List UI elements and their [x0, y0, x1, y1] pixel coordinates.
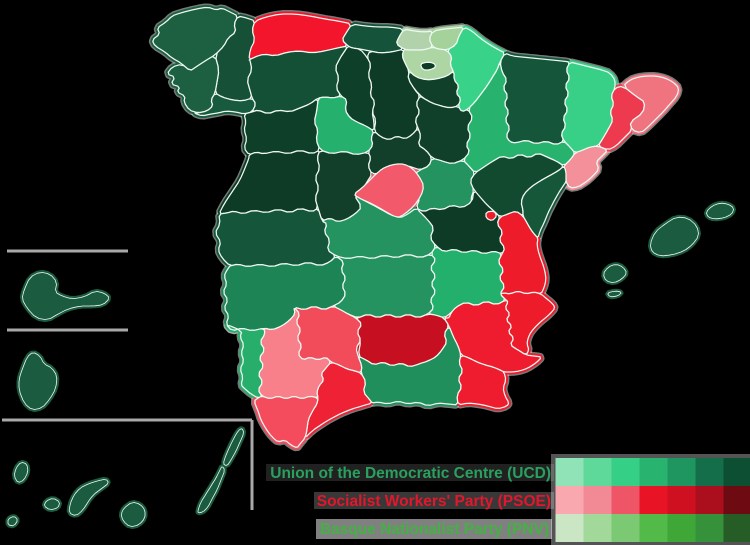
svg-text:Basque Nationalist Party (PNV): Basque Nationalist Party (PNV)	[320, 521, 549, 538]
svg-text:Union of the Democratic Centre: Union of the Democratic Centre (UCD)	[270, 465, 551, 482]
svg-text:Socialist Workers' Party (PSOE: Socialist Workers' Party (PSOE)	[317, 493, 551, 510]
